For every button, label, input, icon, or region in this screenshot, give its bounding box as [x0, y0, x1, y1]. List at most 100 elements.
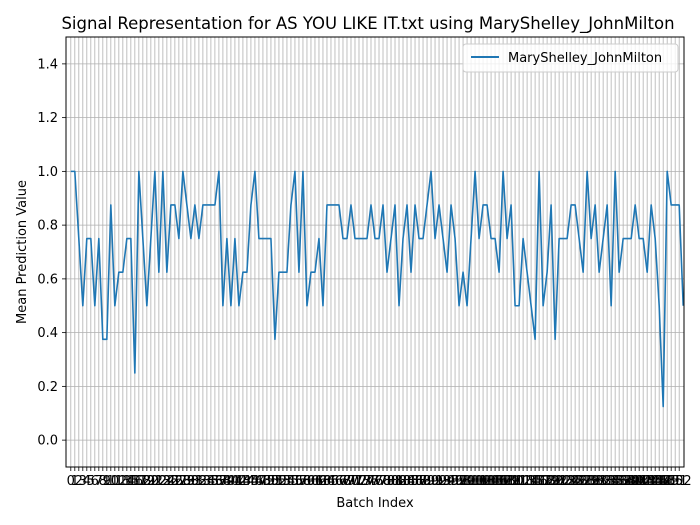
x-tick-label: 34 — [199, 474, 216, 489]
x-tick-label: 142 — [627, 474, 652, 489]
x-tick-label: 91 — [427, 474, 444, 489]
x-tick-label: 46 — [247, 474, 264, 489]
x-tick-label: 9 — [103, 474, 111, 489]
x-tick-label: 2 — [75, 474, 83, 489]
x-tick-label: 39 — [219, 474, 236, 489]
x-tick-label: 29 — [179, 474, 196, 489]
x-tick-label: 60 — [303, 474, 320, 489]
x-tick-label: 107 — [487, 474, 512, 489]
x-tick-label: 71 — [347, 474, 364, 489]
x-tick-label: 68 — [335, 474, 352, 489]
x-tick-label: 101 — [463, 474, 488, 489]
x-tick-label: 111 — [503, 474, 528, 489]
x-tick-label: 77 — [371, 474, 388, 489]
y-tick-label: 0.4 — [37, 326, 58, 341]
x-tick-label: 61 — [307, 474, 324, 489]
x-tick-label: 72 — [351, 474, 368, 489]
x-tick-label: 135 — [599, 474, 624, 489]
x-tick-label: 84 — [399, 474, 416, 489]
x-tick-label: 14 — [119, 474, 136, 489]
x-axis-ticks: 0123456789101112131415161718192021222324… — [67, 467, 692, 489]
x-tick-label: 67 — [331, 474, 348, 489]
x-tick-label: 96 — [447, 474, 464, 489]
x-tick-label: 113 — [511, 474, 536, 489]
x-tick-label: 105 — [479, 474, 504, 489]
x-tick-label: 3 — [79, 474, 87, 489]
x-tick-label: 81 — [387, 474, 404, 489]
x-tick-label: 16 — [127, 474, 144, 489]
x-tick-label: 42 — [231, 474, 248, 489]
x-tick-label: 18 — [135, 474, 152, 489]
x-tick-label: 12 — [111, 474, 128, 489]
y-tick-label: 1.2 — [37, 111, 58, 126]
x-tick-label: 59 — [299, 474, 316, 489]
x-tick-label: 38 — [215, 474, 232, 489]
x-tick-label: 51 — [267, 474, 284, 489]
x-tick-label: 8 — [99, 474, 107, 489]
x-tick-label: 75 — [363, 474, 380, 489]
x-tick-label: 44 — [239, 474, 256, 489]
y-axis-label: Mean Prediction Value — [15, 180, 30, 324]
x-tick-label: 92 — [431, 474, 448, 489]
x-tick-label: 5 — [87, 474, 95, 489]
x-gridlines — [70, 37, 680, 467]
x-tick-label: 94 — [439, 474, 456, 489]
x-tick-label: 25 — [163, 474, 180, 489]
x-tick-label: 80 — [383, 474, 400, 489]
x-tick-label: 62 — [311, 474, 328, 489]
x-tick-label: 33 — [195, 474, 212, 489]
legend-entry-label: MaryShelley_JohnMilton — [508, 51, 662, 66]
x-tick-label: 26 — [167, 474, 184, 489]
x-axis-label: Batch Index — [336, 496, 414, 511]
x-tick-label: 127 — [567, 474, 592, 489]
x-tick-label: 117 — [527, 474, 552, 489]
x-tick-label: 47 — [251, 474, 268, 489]
x-tick-label: 7 — [95, 474, 103, 489]
x-tick-label: 144 — [635, 474, 660, 489]
x-tick-label: 31 — [187, 474, 204, 489]
x-tick-label: 152 — [667, 474, 692, 489]
legend-box — [462, 43, 679, 73]
x-tick-label: 143 — [631, 474, 656, 489]
x-tick-label: 50 — [263, 474, 280, 489]
x-tick-label: 147 — [647, 474, 672, 489]
x-tick-label: 140 — [619, 474, 644, 489]
x-tick-label: 28 — [175, 474, 192, 489]
x-tick-label: 120 — [539, 474, 564, 489]
x-tick-label: 27 — [171, 474, 188, 489]
x-tick-label: 13 — [115, 474, 132, 489]
x-tick-label: 11 — [107, 474, 124, 489]
x-tick-label: 40 — [223, 474, 240, 489]
x-tick-label: 76 — [367, 474, 384, 489]
x-tick-label: 146 — [643, 474, 668, 489]
y-tick-label: 0.6 — [37, 272, 58, 287]
x-tick-label: 65 — [323, 474, 340, 489]
x-tick-label: 103 — [471, 474, 496, 489]
x-tick-label: 124 — [555, 474, 580, 489]
x-tick-label: 141 — [623, 474, 648, 489]
x-tick-label: 35 — [203, 474, 220, 489]
x-tick-label: 48 — [255, 474, 272, 489]
x-tick-label: 32 — [191, 474, 208, 489]
x-tick-label: 89 — [419, 474, 436, 489]
x-tick-label: 109 — [495, 474, 520, 489]
x-tick-label: 52 — [271, 474, 288, 489]
x-tick-label: 66 — [327, 474, 344, 489]
x-tick-label: 110 — [499, 474, 524, 489]
x-tick-label: 36 — [207, 474, 224, 489]
x-tick-label: 15 — [123, 474, 140, 489]
x-tick-label: 123 — [551, 474, 576, 489]
x-tick-label: 125 — [559, 474, 584, 489]
x-tick-label: 108 — [491, 474, 516, 489]
x-tick-label: 63 — [315, 474, 332, 489]
x-tick-label: 148 — [651, 474, 676, 489]
x-tick-label: 6 — [91, 474, 99, 489]
x-tick-label: 64 — [319, 474, 336, 489]
x-tick-label: 138 — [611, 474, 636, 489]
series-line — [70, 170, 684, 408]
x-tick-label: 22 — [151, 474, 168, 489]
x-tick-label: 136 — [603, 474, 628, 489]
y-tick-label: 1.4 — [37, 57, 58, 72]
x-tick-label: 118 — [531, 474, 556, 489]
x-tick-label: 121 — [543, 474, 568, 489]
